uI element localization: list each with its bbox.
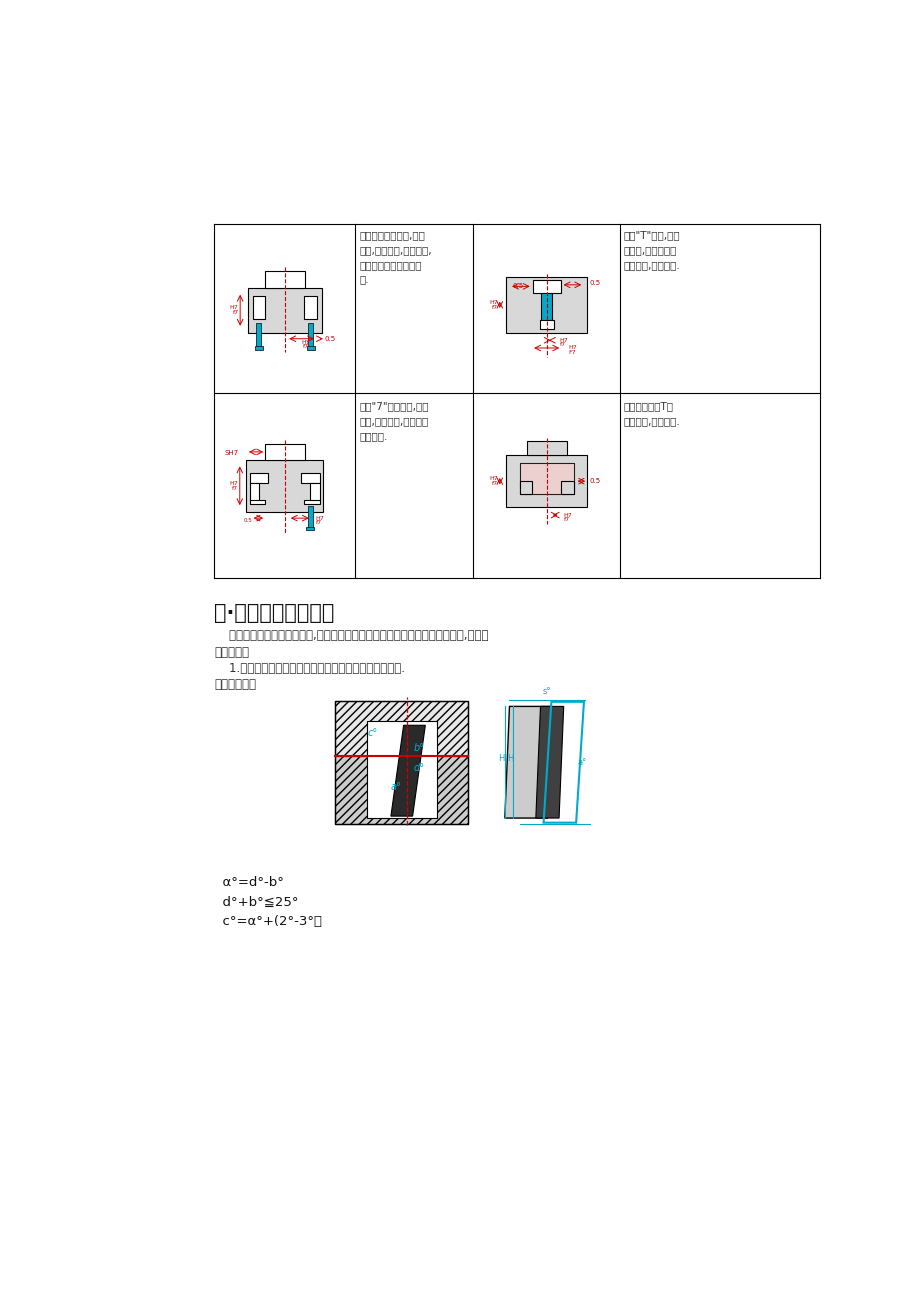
Text: H7
f7: H7 f7 <box>489 477 498 487</box>
Text: H7: H7 <box>568 345 576 350</box>
Text: d°: d° <box>413 763 424 773</box>
Text: 1.滑块抽芯方向与分型面成交角的关系为滑块抽向动模.: 1.滑块抽芯方向与分型面成交角的关系为滑块抽向动模. <box>214 663 404 676</box>
Bar <box>335 756 468 824</box>
Text: b°: b° <box>413 743 424 754</box>
Text: F7: F7 <box>568 350 575 355</box>
Text: α°=d°-b°: α°=d°-b° <box>214 876 284 889</box>
Polygon shape <box>391 725 425 816</box>
Bar <box>304 500 319 504</box>
Bar <box>308 505 312 529</box>
Bar <box>306 526 313 530</box>
Text: 采用"7"字形压板,加工
简单,强度较好,一般要加
销孔定位.: 采用"7"字形压板,加工 简单,强度较好,一般要加 销孔定位. <box>358 401 428 440</box>
Bar <box>561 482 573 493</box>
Bar <box>304 296 316 319</box>
Text: f7: f7 <box>303 344 309 349</box>
Text: 采用镶嵌式的T形
定性较好,加工困难.: 采用镶嵌式的T形 定性较好,加工困难. <box>623 401 679 426</box>
Text: H7
f7: H7 f7 <box>489 299 498 310</box>
Text: 拉伤成品。: 拉伤成品。 <box>214 646 249 659</box>
Text: 如下图所示：: 如下图所示： <box>214 678 255 691</box>
Bar <box>505 454 586 508</box>
Bar <box>265 444 304 460</box>
Text: c°=α°+(2°-3°）: c°=α°+(2°-3°） <box>214 915 322 928</box>
Bar <box>250 483 259 501</box>
Text: d°+b°≦25°: d°+b°≦25° <box>214 896 299 909</box>
Bar <box>306 345 314 349</box>
Text: H7: H7 <box>315 516 324 521</box>
Bar <box>335 700 468 824</box>
Text: f7: f7 <box>560 342 565 348</box>
Bar <box>519 462 573 493</box>
Text: 0.5: 0.5 <box>589 280 600 286</box>
Bar <box>310 483 319 501</box>
Text: 用矩形的压板形式,加工
简单,强度较好,应用广泛,
压板规格可查标准零件
表.: 用矩形的压板形式,加工 简单,强度较好,应用广泛, 压板规格可查标准零件 表. <box>358 230 431 285</box>
Bar <box>255 345 262 349</box>
Text: H7: H7 <box>301 340 311 345</box>
Text: 0.5: 0.5 <box>243 518 252 523</box>
Bar <box>526 441 566 454</box>
Text: 采用"T"形槽,且装
块内部,一般用于空
小的场合,如跑内滑.: 采用"T"形槽,且装 块内部,一般用于空 小的场合,如跑内滑. <box>623 230 679 270</box>
Text: 八·倾斜滑块参数计算: 八·倾斜滑块参数计算 <box>214 603 335 622</box>
Text: c°: c° <box>367 728 377 738</box>
Bar <box>519 482 531 493</box>
Text: H7
f7: H7 f7 <box>230 305 238 315</box>
Text: H: H <box>506 754 513 763</box>
Text: 0.5: 0.5 <box>512 283 523 289</box>
Bar <box>540 293 551 327</box>
Bar <box>245 460 323 512</box>
Text: a°: a° <box>577 758 586 767</box>
Bar <box>308 323 312 348</box>
Bar <box>532 280 560 293</box>
Bar <box>256 323 261 348</box>
Text: H7: H7 <box>560 337 568 342</box>
Text: 0.5: 0.5 <box>589 478 600 484</box>
Bar <box>335 700 468 756</box>
Text: 由于成品的倒勾面是斜方向,因此滑块的运动方向要与成品倒勾斜面方向一致,否侧会: 由于成品的倒勾面是斜方向,因此滑块的运动方向要与成品倒勾斜面方向一致,否侧会 <box>214 629 488 642</box>
Text: f7: f7 <box>315 521 322 525</box>
Text: H7
f7: H7 f7 <box>229 480 238 491</box>
Text: 0.5: 0.5 <box>324 336 335 341</box>
Polygon shape <box>505 707 551 818</box>
Bar <box>505 277 586 332</box>
Text: s°: s° <box>542 687 550 697</box>
Bar <box>367 721 437 818</box>
Bar <box>250 500 265 504</box>
Text: H: H <box>498 754 505 763</box>
Text: H7: H7 <box>563 513 572 518</box>
Bar <box>250 474 268 483</box>
Bar <box>247 288 321 332</box>
Text: a°: a° <box>390 783 401 792</box>
Bar <box>301 474 319 483</box>
Polygon shape <box>535 707 563 818</box>
Text: SH7: SH7 <box>225 450 239 457</box>
Bar <box>253 296 265 319</box>
Text: f7: f7 <box>563 517 569 522</box>
Bar <box>265 271 304 288</box>
Bar <box>539 320 553 329</box>
Bar <box>519 462 573 493</box>
